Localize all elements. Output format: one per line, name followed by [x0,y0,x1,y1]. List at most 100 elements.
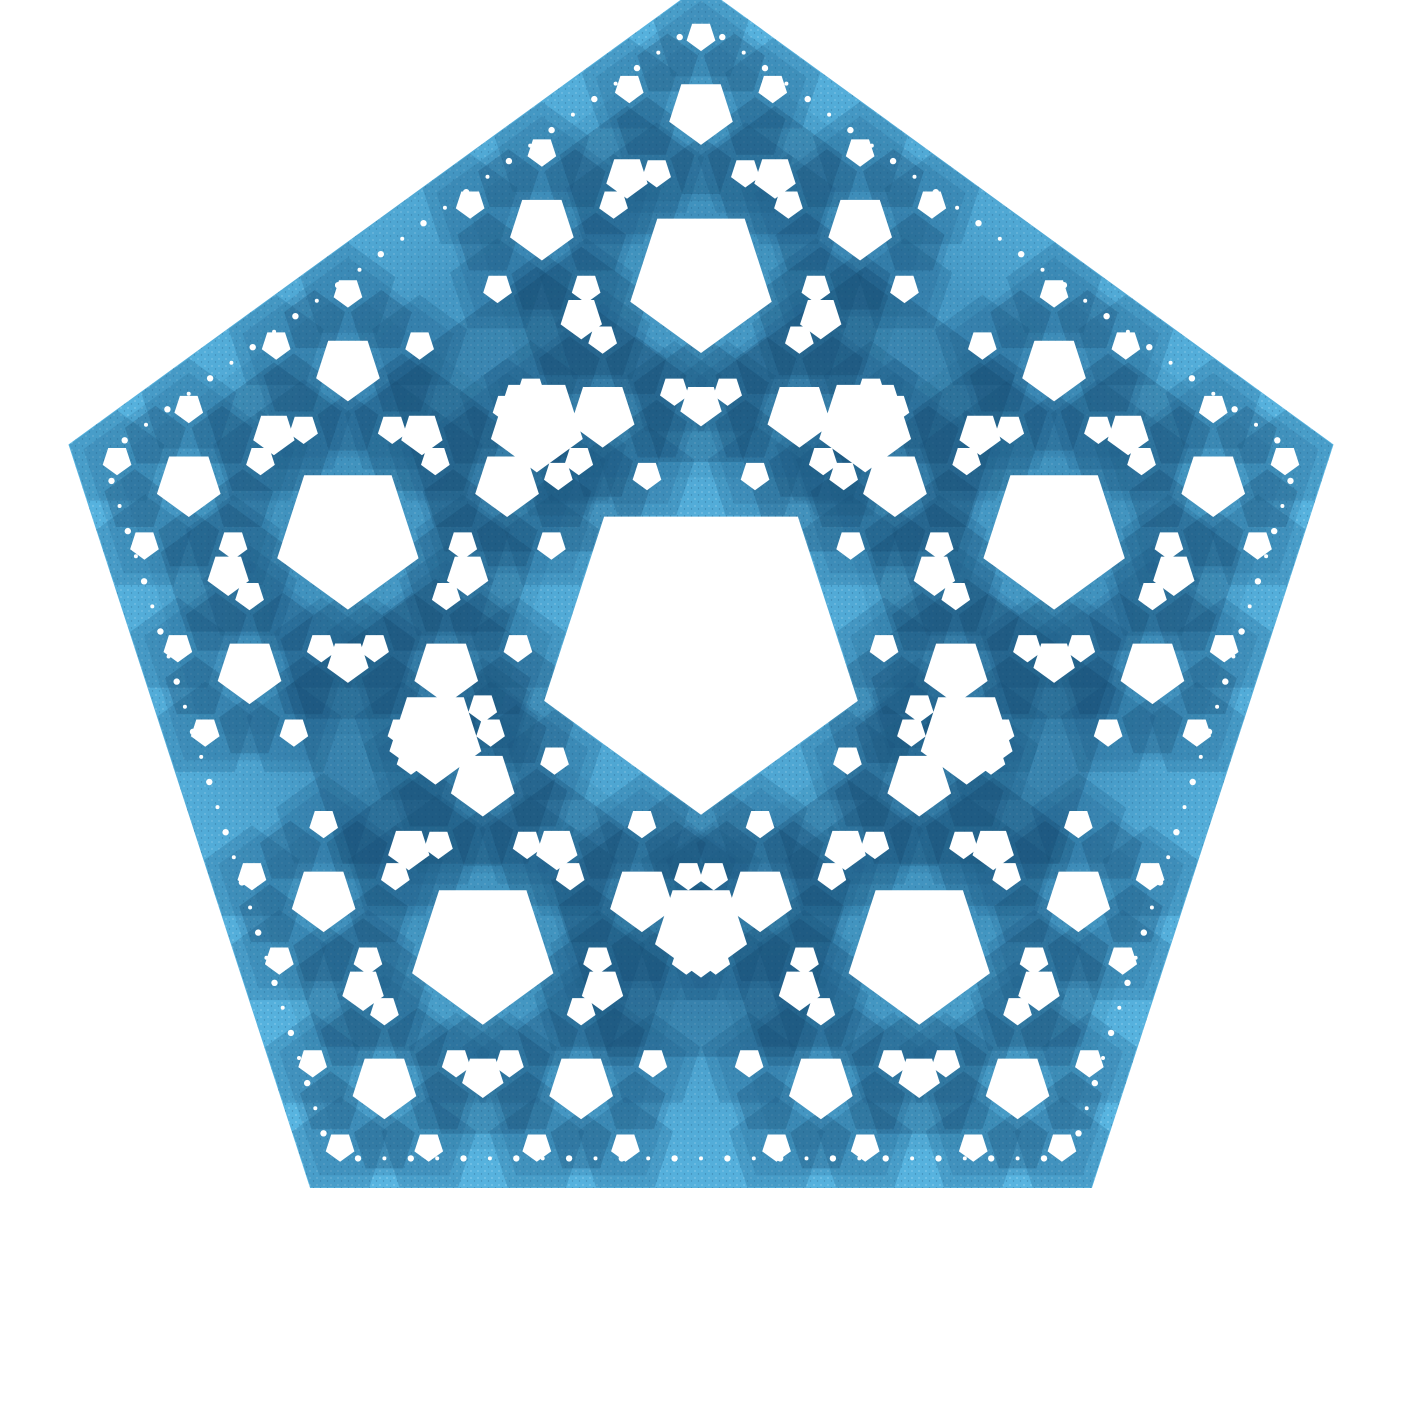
inner-ring-shade [1047,923,1109,982]
edge-dot-hole [804,95,811,103]
pentagon-hole [669,84,733,145]
pentagon-hole [360,635,389,663]
pentagon-hole [869,635,899,663]
inner-ring-shade [834,768,896,827]
pentagon-hole-small [1033,643,1075,683]
pentagon-hole [850,1134,880,1162]
inner-ring-shade [1057,290,1118,348]
edge-dot-hole [528,143,533,148]
edge-dot-hole [1117,1005,1122,1010]
edge-dot-hole [829,1155,837,1162]
inner-ring-shade [538,336,600,395]
edge-dot-hole [565,1155,573,1162]
pentagon-hole [316,340,380,402]
inner-ring-shade [422,469,484,527]
inner-ring-shade [1216,405,1277,464]
pentagon-hole [833,747,862,775]
edge-dot-hole [570,112,575,117]
inner-ring-shade [158,508,220,567]
inner-ring-shade [165,656,226,715]
edge-dot-hole [513,1155,520,1162]
pentagon-holes-layer [102,23,1300,1162]
edge-dot-hole [189,728,197,735]
edge-dot-hole [166,654,171,659]
inner-ring-shade [408,1071,469,1130]
edge-dot-hole [910,1156,915,1161]
inner-ring-shade [326,820,388,879]
edge-dot-hole [173,678,180,685]
pentagon-hole [878,1050,907,1078]
pentagon-hole [897,719,926,747]
pentagon-hole-small [446,556,489,596]
edge-dot-hole [238,879,246,886]
edge-dot-hole [1101,1056,1105,1060]
edge-dot-hole [1231,654,1236,659]
pentagon-hole [1039,280,1069,308]
pentagon-hole [785,326,814,354]
pentagon-hole [217,643,282,705]
inner-ring-shade [452,807,514,866]
inner-ring-shade [506,768,568,827]
inner-ring-shade [1128,469,1190,527]
inner-ring-shade [350,290,412,348]
inner-ring-shade [953,1007,1015,1066]
inner-ring-shade [918,469,980,527]
edge-dot-hole [857,1156,862,1161]
edge-dot-hole [751,1156,756,1161]
pentagon-hole [414,643,479,705]
inner-ring-shade [273,656,334,715]
pentagon-hole [660,378,689,406]
pentagon-hole-small [824,830,866,871]
inner-ring-shade [604,1071,666,1130]
pentagon-hole [1138,583,1167,611]
pentagon-hole [638,1050,668,1078]
edge-dot-hole [975,220,982,227]
edge-dot-hole [133,554,138,559]
inner-ring-shade [855,705,917,763]
pentagon-hole [614,75,644,104]
pentagon-hole [279,719,309,747]
pentagon-hole [309,811,338,839]
edge-dot-hole [633,64,641,72]
pentagon-hole [325,1134,355,1162]
edge-dot-hole [997,236,1002,241]
pentagon-hole [1243,532,1272,560]
pentagon-hole [699,863,728,891]
edge-dot-hole [1084,1106,1089,1111]
pentagon-hole [424,831,453,860]
pentagon-hole [1013,635,1042,663]
pentagon-hole [828,199,892,261]
pentagon-hole [1093,719,1123,747]
edge-dot-hole [671,1155,678,1162]
edge-dot-hole [297,1056,301,1060]
inner-ring-shade [252,592,314,651]
edge-dot-hole [1231,406,1238,413]
inner-ring-shade [942,768,1004,827]
pentagon-hole-small [490,384,583,473]
edge-dot-hole [199,754,204,759]
inner-ring-shade [485,705,547,763]
edge-dot-hole [485,174,490,179]
pentagon-hole-small [754,159,796,199]
inner-ring-shade [994,884,1055,943]
edge-dot-hole [1091,1079,1099,1087]
pentagon-hole-small [462,1058,504,1098]
inner-ring-shade [1023,392,1085,451]
edge-dot-hole [157,628,164,635]
inner-ring-shade [293,923,355,982]
edge-dot-hole [487,1156,492,1161]
inner-ring-shade [317,392,379,451]
pentagon-hole [848,890,990,1025]
edge-dot-hole [121,437,128,444]
inner-ring-shade [863,149,924,207]
pentagon-hole [1075,1050,1104,1078]
edge-dot-hole [377,251,384,258]
pentagon-hole-small [1018,971,1060,1011]
pentagon-hole [455,191,485,219]
edge-dot-hole [1125,329,1130,334]
inner-ring-shade [371,353,433,412]
inner-ring-shade [565,212,627,271]
pentagon-hole [1111,332,1141,360]
edge-dot-hole [548,126,555,134]
edge-dot-hole [1254,422,1258,427]
